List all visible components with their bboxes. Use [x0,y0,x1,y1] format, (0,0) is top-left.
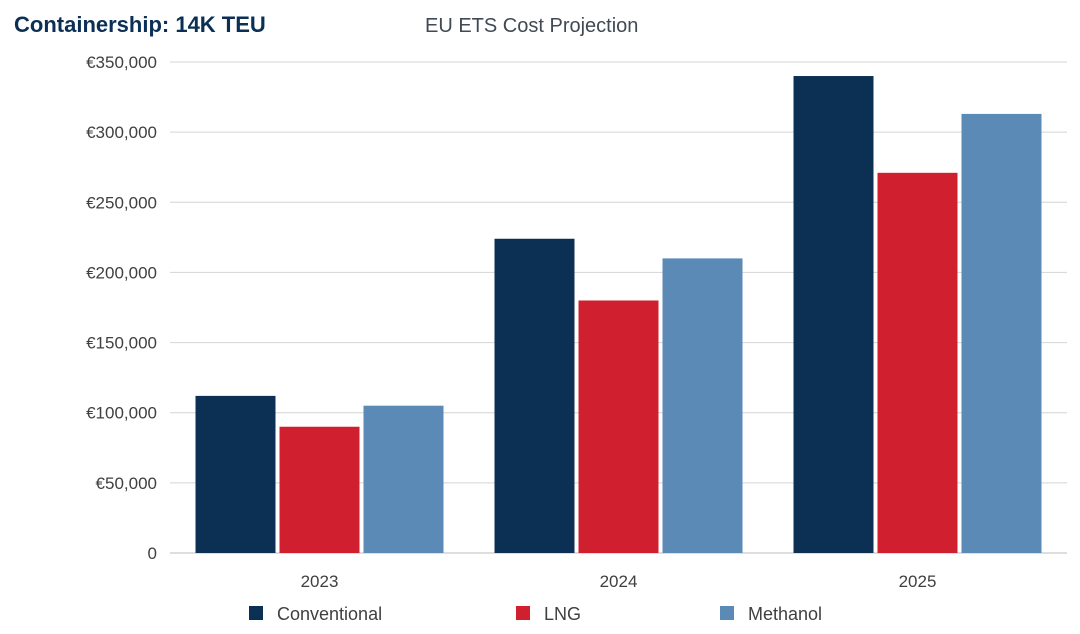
legend-swatch-lng [516,606,530,620]
bar-methanol-2025[interactable] [961,113,1042,554]
y-tick-label: €200,000 [86,263,157,282]
y-tick-label: €50,000 [96,474,157,493]
y-tick-label: €150,000 [86,334,157,353]
bar-conventional-2024[interactable] [494,238,575,553]
bar-conventional-2025[interactable] [793,76,874,554]
legend-label-conventional: Conventional [277,604,382,624]
bar-lng-2024[interactable] [578,300,659,553]
bar-lng-2025[interactable] [877,172,958,553]
bar-lng-2023[interactable] [279,426,360,553]
legend-swatch-methanol [720,606,734,620]
chart-title: EU ETS Cost Projection [425,15,639,37]
bar-methanol-2023[interactable] [363,405,444,553]
legend-swatch-conventional [249,606,263,620]
legend-label-methanol: Methanol [748,604,822,624]
x-category-label: 2023 [301,572,339,591]
x-category-label: 2025 [899,572,937,591]
bar-methanol-2024[interactable] [662,258,743,553]
y-tick-label: €350,000 [86,53,157,72]
bar-conventional-2023[interactable] [195,395,276,553]
legend-label-lng: LNG [544,604,581,624]
x-category-label: 2024 [600,572,638,591]
vessel-title: Containership: 14K TEU [14,12,266,37]
y-tick-label: 0 [148,544,157,563]
y-tick-label: €100,000 [86,404,157,423]
y-tick-label: €250,000 [86,193,157,212]
y-tick-label: €300,000 [86,123,157,142]
